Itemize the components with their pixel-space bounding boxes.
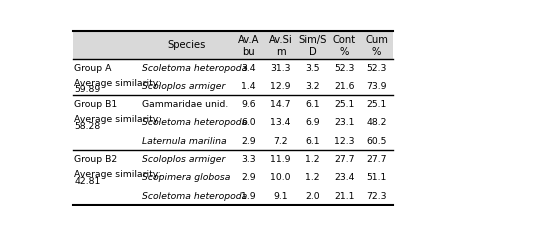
Text: Scoletoma heteropoda: Scoletoma heteropoda xyxy=(142,192,247,201)
Text: Group B2: Group B2 xyxy=(74,155,118,164)
Text: 2.0: 2.0 xyxy=(305,192,320,201)
Text: 1.2: 1.2 xyxy=(305,155,320,164)
Text: 48.2: 48.2 xyxy=(366,119,387,128)
Text: 11.9: 11.9 xyxy=(270,155,291,164)
Text: 31.3: 31.3 xyxy=(270,64,291,73)
Text: 2.9: 2.9 xyxy=(241,137,256,146)
Text: 27.7: 27.7 xyxy=(366,155,387,164)
Text: Sim/S: Sim/S xyxy=(298,35,327,45)
Text: 6.0: 6.0 xyxy=(241,119,256,128)
Text: Scoletoma heteropoda: Scoletoma heteropoda xyxy=(142,119,247,128)
Text: 60.5: 60.5 xyxy=(366,137,387,146)
Text: 6.1: 6.1 xyxy=(305,137,320,146)
Bar xyxy=(73,31,392,59)
Text: 3.4: 3.4 xyxy=(241,64,256,73)
Text: 12.9: 12.9 xyxy=(270,82,291,91)
Text: Av.Si: Av.Si xyxy=(268,35,293,45)
Text: Group B1: Group B1 xyxy=(74,100,118,109)
Text: 73.9: 73.9 xyxy=(366,82,387,91)
Text: Group A: Group A xyxy=(74,64,112,73)
Text: 25.1: 25.1 xyxy=(366,100,387,109)
Text: 27.7: 27.7 xyxy=(334,155,355,164)
Text: m: m xyxy=(276,47,285,57)
Text: %: % xyxy=(340,47,349,57)
Text: Scoloplos armiger: Scoloplos armiger xyxy=(142,82,225,91)
Text: Average similarity:: Average similarity: xyxy=(74,79,161,88)
Text: 1.9: 1.9 xyxy=(241,192,256,201)
Text: D: D xyxy=(309,47,316,57)
Text: 6.1: 6.1 xyxy=(305,100,320,109)
Text: 72.3: 72.3 xyxy=(366,192,387,201)
Text: 14.7: 14.7 xyxy=(270,100,291,109)
Text: Species: Species xyxy=(168,40,206,50)
Text: 52.3: 52.3 xyxy=(366,64,387,73)
Text: Scopimera globosa: Scopimera globosa xyxy=(142,173,231,182)
Text: Cum: Cum xyxy=(365,35,388,45)
Text: 51.1: 51.1 xyxy=(366,173,387,182)
Text: 9.6: 9.6 xyxy=(241,100,256,109)
Text: 42.81: 42.81 xyxy=(74,176,101,185)
Text: 6.9: 6.9 xyxy=(305,119,320,128)
Text: Average similarity:: Average similarity: xyxy=(74,170,161,179)
Text: 3.2: 3.2 xyxy=(305,82,320,91)
Text: 52.3: 52.3 xyxy=(334,64,355,73)
Text: 3.3: 3.3 xyxy=(241,155,256,164)
Text: Av.A: Av.A xyxy=(237,35,259,45)
Text: 23.1: 23.1 xyxy=(334,119,355,128)
Text: 58.28: 58.28 xyxy=(74,122,101,131)
Text: 23.4: 23.4 xyxy=(334,173,355,182)
Text: Laternula marilina: Laternula marilina xyxy=(142,137,227,146)
Text: 21.1: 21.1 xyxy=(334,192,355,201)
Text: 13.4: 13.4 xyxy=(270,119,291,128)
Text: 59.89: 59.89 xyxy=(74,85,101,94)
Text: 25.1: 25.1 xyxy=(334,100,355,109)
Text: 21.6: 21.6 xyxy=(334,82,355,91)
Text: Cont: Cont xyxy=(333,35,356,45)
Text: %: % xyxy=(372,47,381,57)
Text: bu: bu xyxy=(242,47,255,57)
Text: 3.5: 3.5 xyxy=(305,64,320,73)
Text: 2.9: 2.9 xyxy=(241,173,256,182)
Text: 7.2: 7.2 xyxy=(273,137,288,146)
Text: 1.4: 1.4 xyxy=(241,82,256,91)
Text: Average similarity:: Average similarity: xyxy=(74,115,161,124)
Text: Scoloplos armiger: Scoloplos armiger xyxy=(142,155,225,164)
Text: 10.0: 10.0 xyxy=(270,173,291,182)
Text: Gammaridae unid.: Gammaridae unid. xyxy=(142,100,229,109)
Text: Scoletoma heteropoda: Scoletoma heteropoda xyxy=(142,64,247,73)
Text: 12.3: 12.3 xyxy=(334,137,355,146)
Text: 1.2: 1.2 xyxy=(305,173,320,182)
Text: 9.1: 9.1 xyxy=(273,192,288,201)
